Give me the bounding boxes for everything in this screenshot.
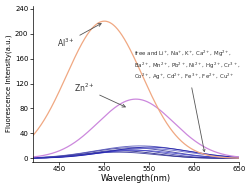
X-axis label: Wavelength(nm): Wavelength(nm) [101, 174, 171, 184]
Y-axis label: Fluorescence Intensity(a.u.): Fluorescence Intensity(a.u.) [6, 35, 12, 132]
Text: free and Li$^{+}$, Na$^{+}$, K$^{+}$, Ca$^{2+}$, Mg$^{2+}$,
Ba$^{2+}$, Mn$^{2+}$: free and Li$^{+}$, Na$^{+}$, K$^{+}$, Ca… [134, 49, 241, 152]
Text: Zn$^{2+}$: Zn$^{2+}$ [74, 82, 125, 107]
Text: Al$^{3+}$: Al$^{3+}$ [57, 24, 101, 49]
